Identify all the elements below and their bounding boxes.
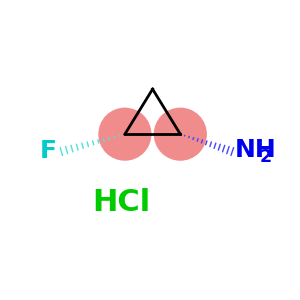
Circle shape <box>154 108 207 161</box>
Text: 2: 2 <box>260 148 272 166</box>
Circle shape <box>98 108 152 161</box>
Text: F: F <box>40 140 57 164</box>
Text: HCl: HCl <box>92 188 151 217</box>
Text: NH: NH <box>235 138 276 162</box>
